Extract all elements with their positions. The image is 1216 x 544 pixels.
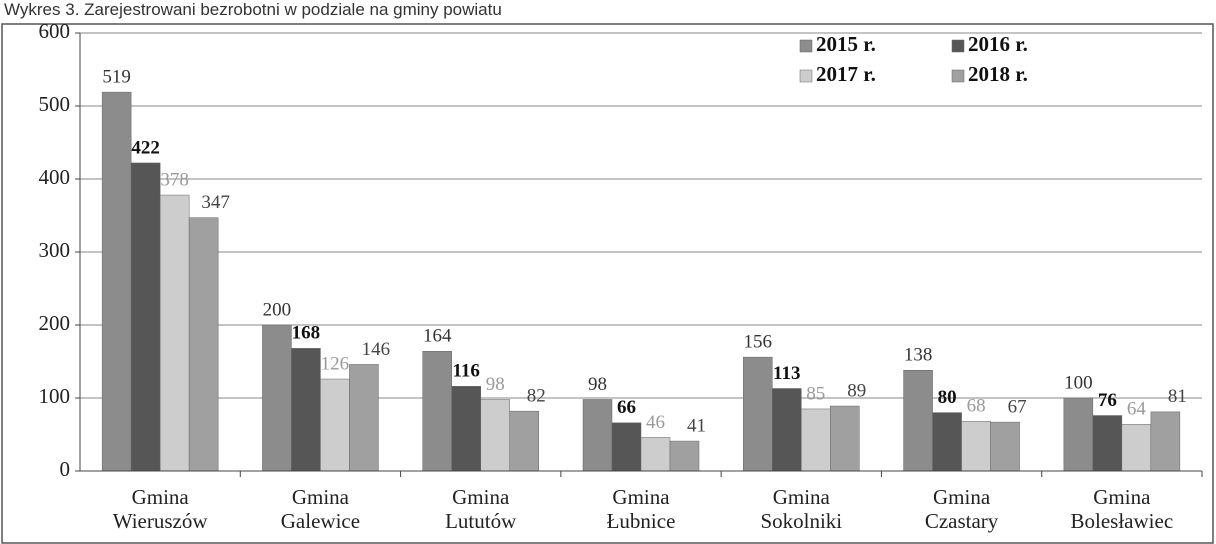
value-label: 126 [321,353,350,374]
y-tick-label: 200 [39,311,71,335]
bar [830,405,860,472]
legend-swatch [799,39,813,53]
bar [772,388,802,472]
bar [611,422,642,472]
bar [422,351,452,472]
y-tick-label: 100 [39,384,71,408]
value-label: 113 [773,363,800,384]
bar [1121,424,1152,472]
value-label: 138 [904,345,933,366]
x-tick-label: Gmina Bolesławiec [1070,485,1174,533]
bar [188,217,219,472]
value-label: 81 [1168,386,1187,407]
bar [801,408,831,472]
x-tick-label: Gmina Czastary [924,485,999,533]
bar [159,194,190,472]
x-tick-label: Gmina Wieruszów [112,485,208,533]
bar [669,440,700,472]
bar [932,412,962,472]
bar [1150,411,1181,472]
legend-label: 2016 r. [968,32,1028,56]
bar [743,356,773,472]
value-label: 41 [687,415,706,436]
value-label: 76 [1098,390,1117,411]
legend-swatch [951,69,965,83]
value-label: 82 [527,385,546,406]
x-tick-label: Gmina Łubnice [606,485,676,533]
y-tick-label: 0 [60,457,71,481]
value-label: 378 [160,169,189,190]
x-tick-label: Gmina Lututów [445,485,517,533]
bar [582,399,613,472]
y-tick-label: 500 [39,92,71,116]
value-label: 98 [588,374,607,395]
value-label: 200 [263,299,292,320]
bar [130,162,161,472]
legend-label: 2018 r. [968,62,1028,86]
y-tick-label: 400 [39,165,71,189]
legend-label: 2015 r. [816,32,876,56]
value-label: 116 [452,361,479,382]
value-label: 146 [362,339,391,360]
bar [903,370,933,472]
x-tick-label: Gmina Sokolniki [760,485,843,533]
bar [990,421,1020,472]
chart-title: Wykres 3. Zarejestrowani bezrobotni w po… [4,0,502,19]
value-label: 156 [744,331,773,352]
value-label: 422 [131,137,160,158]
value-label: 80 [938,387,957,408]
bar [291,348,321,472]
bar [961,421,991,472]
value-label: 100 [1064,372,1093,393]
bar [101,91,132,472]
bar [480,399,510,472]
bar [349,364,379,472]
y-tick-label: 600 [39,19,71,43]
value-label: 64 [1127,399,1147,420]
bar [1092,415,1123,472]
chart-frame [1,23,1214,544]
value-label: 168 [292,323,321,344]
value-label: 85 [806,383,825,404]
value-label: 89 [847,380,866,401]
legend-swatch [799,69,813,83]
bar [451,386,481,472]
bar [262,324,292,472]
value-label: 68 [967,396,986,417]
value-label: 347 [201,192,230,213]
value-label: 98 [486,374,505,395]
x-tick-label: Gmina Galewice [280,485,361,533]
legend-label: 2017 r. [816,62,876,86]
bar [640,437,671,472]
bar [320,378,350,472]
value-label: 46 [646,412,665,433]
value-label: 67 [1008,396,1027,417]
value-label: 66 [617,397,636,418]
value-label: 164 [423,326,452,347]
value-label: 519 [102,66,131,87]
y-tick-label: 300 [39,238,71,262]
bar [1063,397,1094,472]
legend-swatch [951,39,965,53]
bar [509,410,539,472]
